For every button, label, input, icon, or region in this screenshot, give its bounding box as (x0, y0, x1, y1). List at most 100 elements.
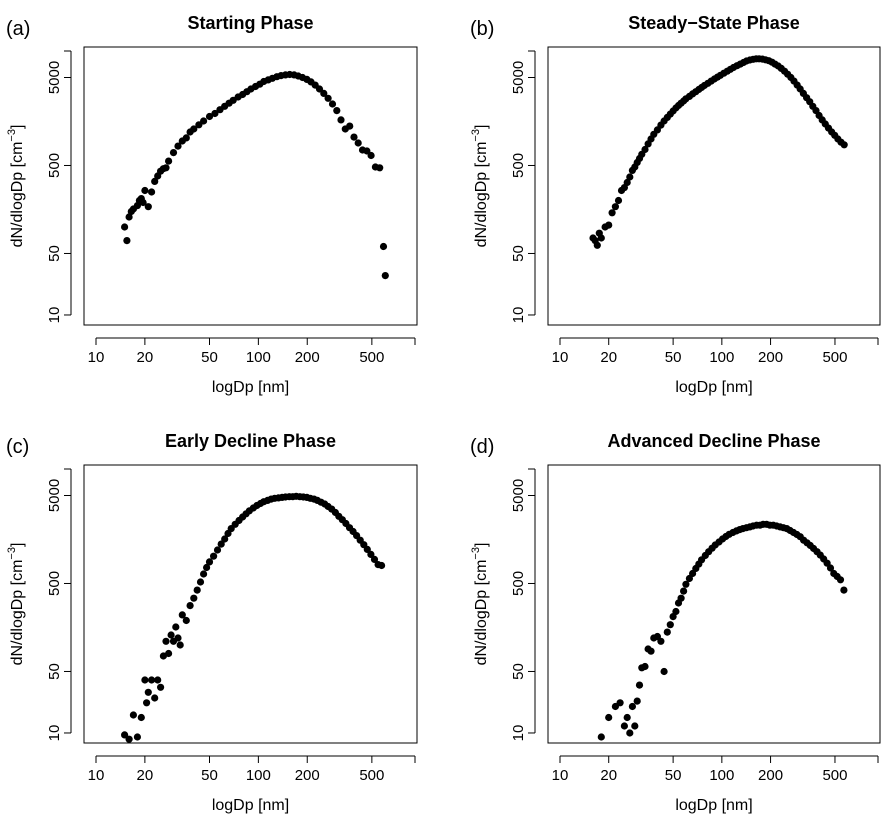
x-tick-label: 20 (137, 767, 154, 784)
data-point (200, 570, 208, 578)
data-point (354, 139, 362, 147)
data-point (143, 699, 151, 707)
data-point (337, 116, 345, 124)
panel-steady-state-phase: Steady−State Phase (b) 10 20 50 100 200 500 logD… (470, 13, 881, 396)
data-point (125, 735, 133, 743)
data-point (190, 594, 198, 602)
data-point (605, 713, 613, 722)
plot-frame (547, 46, 881, 326)
data-point (210, 552, 218, 560)
data-point (167, 631, 175, 639)
data-point (381, 272, 389, 280)
data-point (631, 722, 639, 730)
data-point (641, 662, 649, 671)
data-point (320, 89, 328, 97)
data-point (333, 107, 341, 115)
data-points (121, 492, 386, 743)
x-tick-label: 20 (600, 349, 617, 366)
plot-frame (83, 464, 418, 744)
y-tick-label: 5000 (46, 61, 63, 94)
panel-label: (d) (470, 436, 494, 458)
data-point (840, 141, 848, 149)
y-tick-label: 5000 (510, 61, 527, 94)
data-point (217, 540, 225, 548)
y-tick-label: 50 (510, 245, 527, 262)
plot-frame (547, 464, 881, 744)
y-tick-label: 500 (510, 571, 527, 596)
data-point (196, 578, 205, 586)
y-tick-label: 10 (510, 725, 527, 742)
data-point (378, 561, 386, 570)
data-point (626, 729, 634, 737)
y-tick-label: 5000 (46, 479, 63, 512)
data-point (605, 221, 613, 229)
data-point (346, 122, 354, 130)
data-point (677, 594, 685, 602)
data-point (647, 647, 655, 655)
data-point (151, 177, 159, 185)
data-point (186, 602, 194, 610)
x-axis-label: logDp [nm] (675, 797, 752, 814)
data-point (663, 628, 671, 636)
x-tick-label: 500 (822, 767, 847, 784)
data-point (682, 580, 690, 588)
data-point (370, 555, 379, 564)
data-point (620, 722, 629, 730)
x-tick-label: 20 (137, 349, 154, 366)
data-point (660, 667, 668, 676)
data-point (367, 151, 375, 160)
data-point (193, 586, 201, 594)
data-point (836, 576, 845, 584)
x-tick-label: 50 (665, 767, 682, 784)
data-point (363, 545, 371, 554)
data-point (826, 564, 835, 572)
data-points (121, 70, 389, 280)
data-point (144, 688, 152, 696)
x-tick-label: 200 (295, 349, 320, 366)
x-tick-label: 100 (709, 349, 734, 366)
data-point (221, 535, 229, 543)
panel-title: Early Decline Phase (165, 431, 336, 451)
y-tick-label: 500 (46, 153, 63, 178)
data-point (350, 133, 358, 141)
data-point (672, 607, 680, 616)
data-point (139, 198, 147, 207)
y-tick-label: 5000 (510, 479, 527, 512)
data-point (172, 623, 180, 631)
data-point (133, 733, 141, 741)
x-tick-label: 10 (552, 349, 569, 366)
panel-starting-phase: Starting Phase (a) 10 20 50 100 200 500 logDp [n… (6, 13, 418, 396)
panel-advanced-decline-phase: Advanced Decline Phase (d) 10 20 50 100 200 500… (470, 431, 881, 814)
data-point (593, 241, 601, 249)
data-point (165, 157, 173, 165)
data-point (154, 676, 162, 684)
data-point (162, 164, 170, 172)
data-point (616, 699, 624, 707)
data-point (182, 134, 190, 142)
data-point (141, 186, 149, 195)
x-tick-label: 10 (552, 767, 569, 784)
data-point (205, 112, 214, 121)
data-point (182, 616, 190, 625)
data-point (162, 637, 170, 645)
data-point (203, 563, 211, 572)
x-tick-label: 200 (758, 349, 783, 366)
data-point (148, 676, 156, 684)
data-point (141, 676, 149, 684)
data-point (137, 713, 145, 722)
data-point (174, 634, 182, 642)
data-point (157, 683, 165, 691)
data-point (363, 147, 371, 155)
data-point (148, 188, 156, 196)
x-tick-label: 200 (295, 767, 320, 784)
x-tick-label: 100 (709, 767, 734, 784)
panel-title: Advanced Decline Phase (607, 431, 820, 451)
y-tick-label: 50 (510, 663, 527, 680)
data-point (597, 234, 605, 242)
data-point (165, 649, 173, 658)
data-point (614, 196, 623, 205)
data-point (379, 242, 388, 251)
y-tick-label: 10 (510, 307, 527, 324)
x-tick-label: 50 (201, 767, 218, 784)
